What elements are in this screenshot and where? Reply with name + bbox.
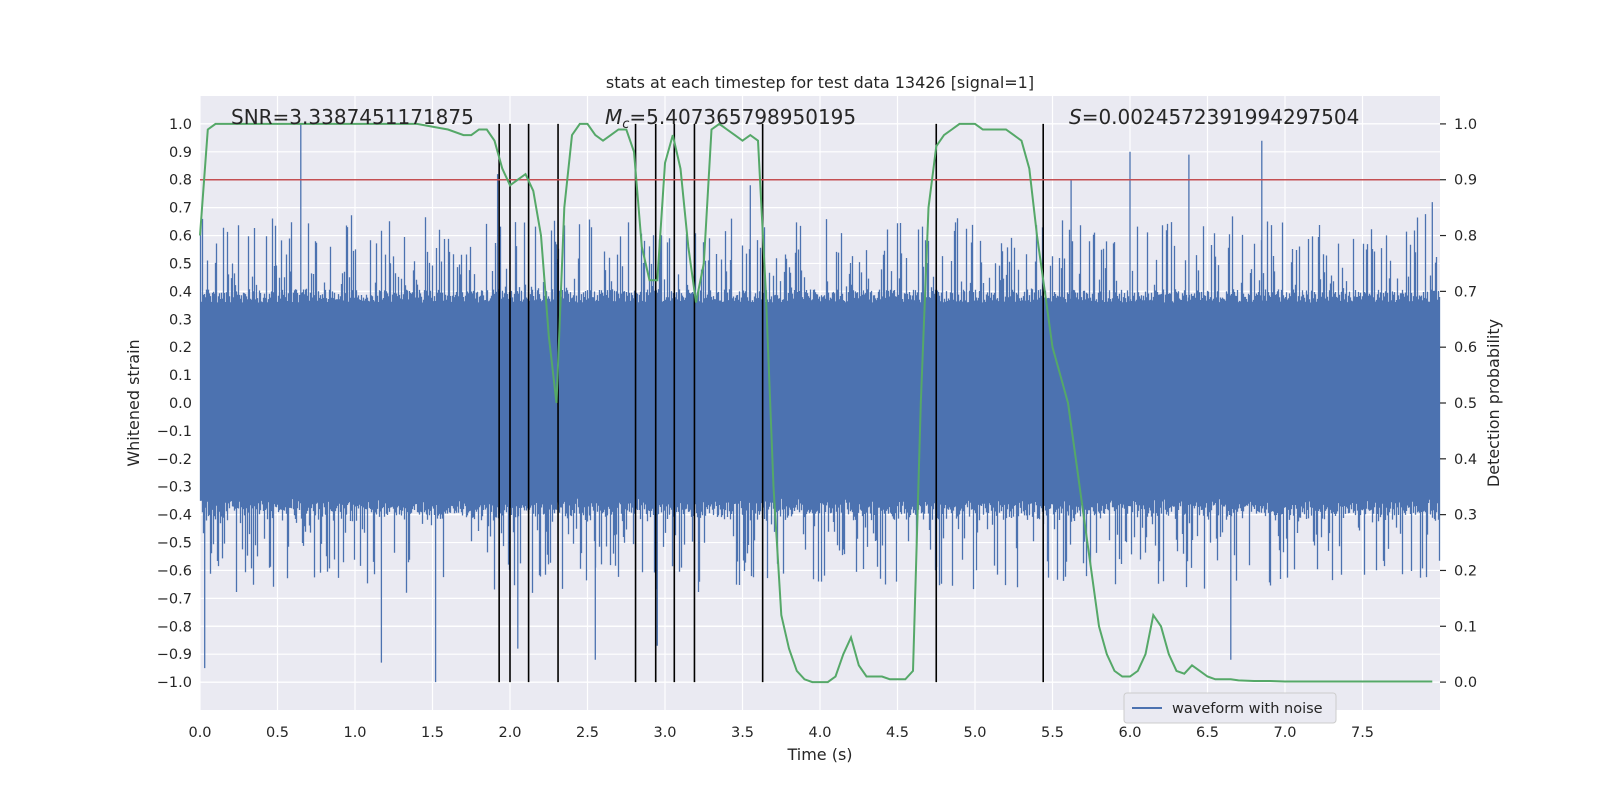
y2-tick-label: 0.2 <box>1454 563 1477 579</box>
y2-tick-label: 0.7 <box>1454 284 1477 300</box>
y2-tick-label: 0.0 <box>1454 675 1477 691</box>
y-tick-label: −0.2 <box>157 452 192 468</box>
y2-tick-label: 0.9 <box>1454 173 1477 189</box>
y-tick-label: −0.8 <box>157 619 192 635</box>
y-tick-label: −0.1 <box>157 424 192 440</box>
y-tick-label: 0.1 <box>169 368 192 384</box>
x-tick-label: 3.0 <box>653 725 676 741</box>
x-axis-label: Time (s) <box>786 745 852 764</box>
y2-axis-label: Detection probability <box>1484 319 1503 487</box>
detection-probability-series <box>199 122 1433 684</box>
y-tick-label: 0.9 <box>169 145 192 161</box>
x-tick-label: 7.0 <box>1273 725 1296 741</box>
y-tick-label: 0.2 <box>169 340 192 356</box>
x-tick-label: 1.0 <box>343 725 366 741</box>
mc-value: =5.407365798950195 <box>629 105 856 129</box>
y2-tick-label: 0.6 <box>1454 340 1477 356</box>
y-tick-label: 0.3 <box>169 312 192 328</box>
y2-tick-label: 0.8 <box>1454 229 1477 245</box>
y2-tick-label: 0.5 <box>1454 396 1477 412</box>
vertical-lines-layer <box>498 123 1044 683</box>
x-tick-label: 6.0 <box>1118 725 1141 741</box>
waveform-layer <box>199 123 1441 683</box>
legend-label: waveform with noise <box>1172 701 1323 717</box>
axes-layer: 0.0 0.5 1.0 1.5 2.0 2.5 3.0 3.5 4.0 4.5 5.0 5.5 6.0 6… <box>157 117 1477 741</box>
y-tick-label: −0.6 <box>157 563 192 579</box>
legend-box <box>1123 692 1337 724</box>
y-tick-label: 0.0 <box>169 396 192 412</box>
y-tick-label: −0.9 <box>157 647 192 663</box>
y-tick-label: 1.0 <box>169 117 192 133</box>
probability-layer <box>199 122 1433 684</box>
x-tick-label: 4.5 <box>886 725 909 741</box>
y2-tick-label: 0.3 <box>1454 508 1477 524</box>
mc-annotation: Mc=5.407365798950195 <box>605 105 856 132</box>
y-tick-label: 0.5 <box>169 256 192 272</box>
y2-tick-label: 0.4 <box>1454 452 1477 468</box>
waveform-series <box>199 123 1441 683</box>
y-axis-label: Whitened strain <box>124 339 143 466</box>
x-tick-label: 7.5 <box>1351 725 1374 741</box>
s-symbol: S <box>1069 105 1082 129</box>
y-tick-label: −1.0 <box>157 675 192 691</box>
legend: waveform with noise <box>1123 692 1337 724</box>
x-tick-label: 4.0 <box>808 725 831 741</box>
x-tick-label: 6.5 <box>1196 725 1219 741</box>
y-tick-label: 0.6 <box>169 229 192 245</box>
y-tick-label: 0.4 <box>169 284 192 300</box>
mc-symbol: M <box>605 105 622 129</box>
x-tick-label: 2.0 <box>498 725 521 741</box>
y-tick-label: 0.7 <box>169 201 192 217</box>
chart-title: stats at each timestep for test data 134… <box>606 73 1034 92</box>
x-tick-label: 0.0 <box>188 725 211 741</box>
mc-subscript: c <box>622 117 629 132</box>
x-tick-label: 2.5 <box>576 725 599 741</box>
y-tick-label: −0.5 <box>157 536 192 552</box>
x-tick-label: 3.5 <box>731 725 754 741</box>
s-value: =0.0024572391994297504 <box>1082 105 1360 129</box>
s-annotation: S=0.0024572391994297504 <box>1069 105 1359 129</box>
y-tick-label: 0.8 <box>169 173 192 189</box>
x-tick-label: 0.5 <box>266 725 289 741</box>
y-tick-label: −0.7 <box>157 591 192 607</box>
y-tick-label: −0.4 <box>157 508 192 524</box>
snr-annotation: SNR=3.3387451171875 <box>231 105 474 129</box>
y-tick-label: −0.3 <box>157 480 192 496</box>
x-tick-label: 5.5 <box>1041 725 1064 741</box>
x-tick-label: 1.5 <box>421 725 444 741</box>
y2-tick-label: 0.1 <box>1454 619 1477 635</box>
x-tick-label: 5.0 <box>963 725 986 741</box>
y2-tick-label: 1.0 <box>1454 117 1477 133</box>
